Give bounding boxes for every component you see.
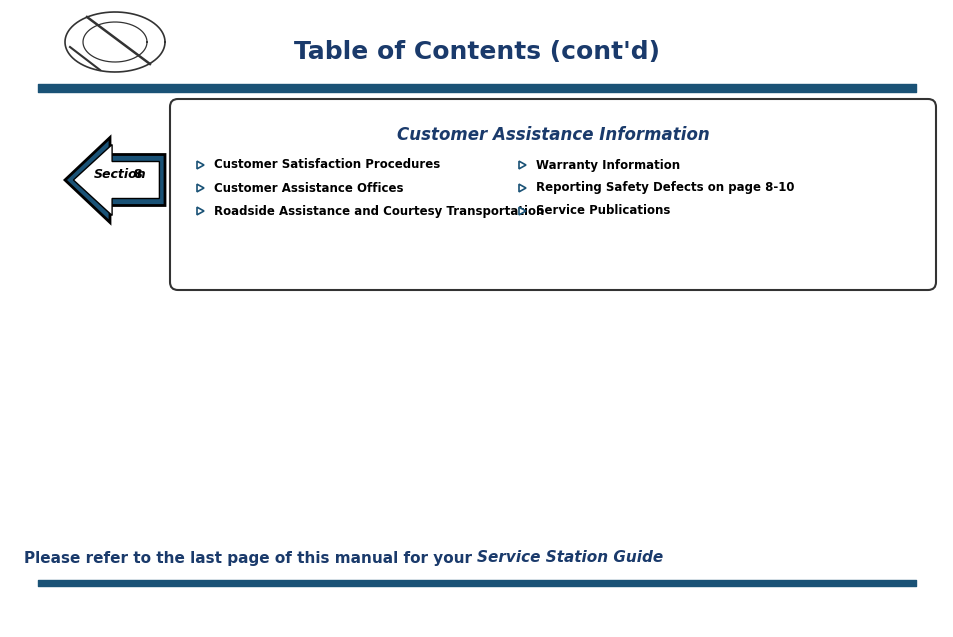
Text: Please refer to the last page of this manual for your: Please refer to the last page of this ma…: [24, 550, 476, 566]
Polygon shape: [518, 161, 525, 169]
Polygon shape: [65, 138, 165, 222]
Text: Customer Assistance Information: Customer Assistance Information: [396, 126, 709, 144]
Polygon shape: [196, 184, 204, 192]
Text: Reporting Safety Defects on page 8-10: Reporting Safety Defects on page 8-10: [536, 182, 794, 194]
Text: Section: Section: [93, 169, 146, 182]
Text: Roadside Assistance and Courtesy Transportation: Roadside Assistance and Courtesy Transpo…: [213, 204, 544, 217]
FancyBboxPatch shape: [170, 99, 935, 290]
Text: Customer Assistance Offices: Customer Assistance Offices: [213, 182, 403, 194]
Text: Warranty Information: Warranty Information: [536, 159, 679, 171]
Polygon shape: [518, 184, 525, 192]
Text: Service Publications: Service Publications: [536, 204, 670, 217]
Text: Service Station Guide: Service Station Guide: [476, 550, 662, 566]
Text: Table of Contents (cont'd): Table of Contents (cont'd): [294, 40, 659, 64]
Polygon shape: [518, 207, 525, 215]
Polygon shape: [196, 161, 204, 169]
Polygon shape: [196, 207, 204, 215]
Text: 8: 8: [133, 169, 142, 182]
Text: Customer Satisfaction Procedures: Customer Satisfaction Procedures: [213, 159, 439, 171]
Polygon shape: [73, 145, 159, 215]
